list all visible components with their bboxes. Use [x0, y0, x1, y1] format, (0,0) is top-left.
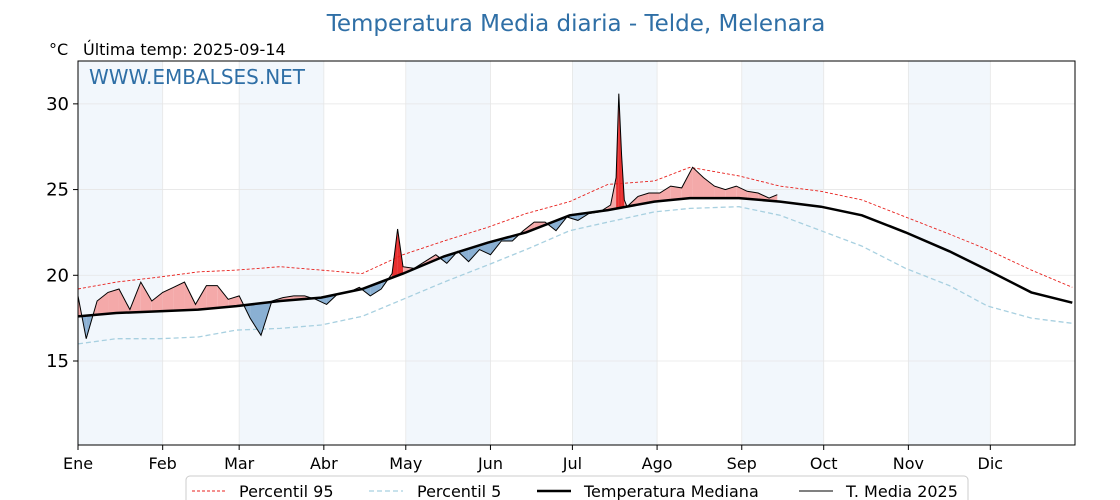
y-tick-label: 20 [46, 265, 69, 286]
fill-below-median [547, 220, 557, 231]
legend-label-p5: Percentil 5 [417, 482, 501, 500]
month-band [908, 61, 991, 445]
fill-above-median [681, 167, 693, 199]
line-t-media-2025 [77, 93, 778, 339]
plot-frame [77, 60, 1076, 446]
x-axis-ticks: Ene Feb Mar Abr May Jun Jul Ago Sep Oct Nov Dic [63, 445, 1003, 473]
fill-above-median [195, 285, 207, 310]
x-tick-label: Jul [562, 454, 582, 473]
fill-below-median [468, 245, 480, 262]
fill-above-median [670, 186, 682, 200]
y-axis-ticks: 15 20 25 30 [46, 94, 78, 372]
x-tick-label: Jun [477, 454, 503, 473]
x-tick-label: Nov [893, 454, 924, 473]
x-tick-label: Oct [810, 454, 838, 473]
fill-above-median [659, 186, 671, 202]
y-tick-label: 25 [46, 180, 69, 201]
fill-above-median [173, 282, 185, 311]
legend-label-current: T. Media 2025 [845, 482, 958, 500]
line-temperatura-mediana [77, 196, 1073, 318]
last-temp-label: Última temp: 2025-09-14 [83, 40, 286, 59]
month-band [239, 61, 324, 445]
series-lines [77, 93, 1073, 345]
y-tick-label: 15 [46, 351, 69, 372]
fill-above-median [217, 285, 229, 308]
x-tick-label: Sep [727, 454, 757, 473]
month-band [572, 61, 658, 445]
grid-lines [77, 61, 1075, 445]
x-tick-label: Feb [149, 454, 177, 473]
x-tick-label: Mar [224, 454, 255, 473]
fill-above-median [97, 292, 109, 315]
fill-above-median [184, 282, 196, 311]
x-tick-label: Dic [978, 454, 1004, 473]
month-bands [78, 61, 991, 445]
fill-above-median [140, 282, 152, 313]
x-tick-label: Ago [642, 454, 673, 473]
x-tick-label: Ene [63, 454, 93, 473]
legend-label-p95: Percentil 95 [239, 482, 334, 500]
month-band [741, 61, 824, 445]
x-tick-label: Abr [310, 454, 338, 473]
legend-box [185, 475, 969, 500]
fill-above-median [618, 93, 622, 209]
fill-below-median [250, 303, 262, 336]
fill-above-median [703, 177, 715, 199]
unit-label: °C [49, 40, 68, 59]
chart-title: Temperatura Media diaria - Telde, Melena… [326, 11, 826, 37]
line-percentil-5 [77, 206, 1073, 345]
watermark: WWW.EMBALSES.NET [89, 65, 306, 89]
fill-above-median [151, 292, 163, 312]
month-band [405, 61, 491, 445]
y-tick-label: 30 [46, 94, 69, 115]
month-band [78, 61, 163, 445]
legend: Percentil 95 Percentil 5 Temperatura Med… [185, 475, 969, 500]
x-tick-label: May [389, 454, 422, 473]
line-percentil-95 [77, 166, 1073, 290]
fill-above-median [162, 287, 174, 312]
fill-above-median [747, 191, 759, 200]
fill-above-median [108, 289, 119, 314]
fill-above-median [736, 186, 748, 199]
fill-above-median [206, 285, 218, 309]
legend-label-median: Temperatura Mediana [583, 482, 759, 500]
